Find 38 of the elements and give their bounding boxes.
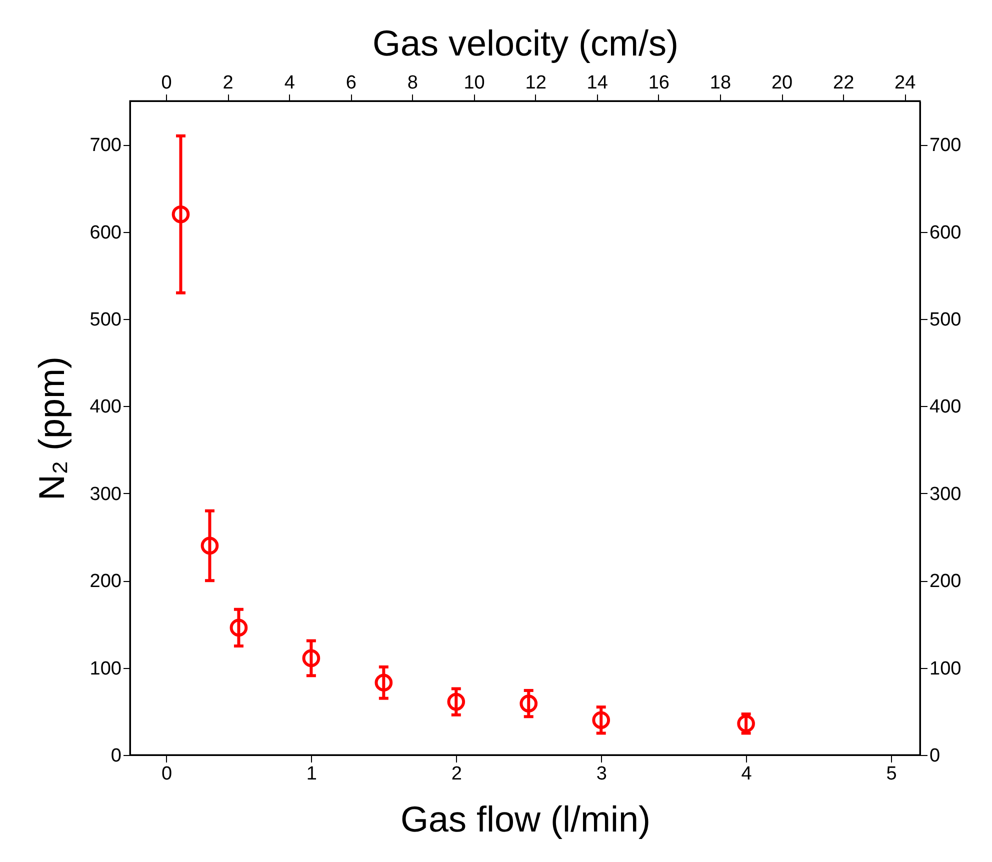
y-tick-label: 300 [90,484,122,505]
y-tick-label: 500 [90,310,122,330]
x2-tick-label: 8 [407,72,418,94]
x-axis-title: Gas flow (l/min) [400,798,651,840]
x-tick-label: 1 [306,764,317,784]
x-tick-label: 3 [596,764,607,784]
x-tick-label: 4 [741,764,752,784]
x2-axis-title: Gas velocity (cm/s) [372,22,679,64]
x2-tick-label: 18 [710,72,732,94]
x2-tick-label: 24 [894,72,916,94]
y2-tick-label: 700 [930,135,962,156]
x2-tick-label: 0 [161,72,172,94]
y2-tick-label: 400 [930,396,962,418]
x2-tick-label: 14 [586,72,608,94]
y-tick-label: 700 [90,135,122,156]
x2-tick-label: 20 [771,72,793,94]
x2-tick-label: 2 [222,72,234,94]
y2-tick-label: 200 [930,571,962,592]
x2-tick-label: 22 [832,72,854,94]
x2-tick-label: 16 [648,72,670,94]
y2-tick-label: 600 [930,222,962,244]
y-tick-label: 400 [90,396,122,418]
y-tick-label: 600 [90,222,122,244]
y2-tick-label: 500 [930,310,962,330]
x2-tick-label: 4 [284,72,296,94]
y2-tick-label: 0 [930,746,940,766]
x-tick-label: 0 [161,764,172,784]
x2-tick-label: 12 [525,72,546,94]
y-tick-label: 0 [110,746,122,766]
x2-tick-label: 10 [464,72,485,94]
x2-tick-label: 6 [346,72,356,94]
x-tick-label: 2 [451,764,462,784]
x-tick-label: 5 [886,764,897,784]
y-tick-label: 200 [90,571,122,592]
y-tick-label: 100 [90,658,122,680]
y2-tick-label: 100 [930,658,962,680]
y-axis-title: N₂ (ppm) [30,356,72,500]
y2-tick-label: 300 [930,484,962,505]
